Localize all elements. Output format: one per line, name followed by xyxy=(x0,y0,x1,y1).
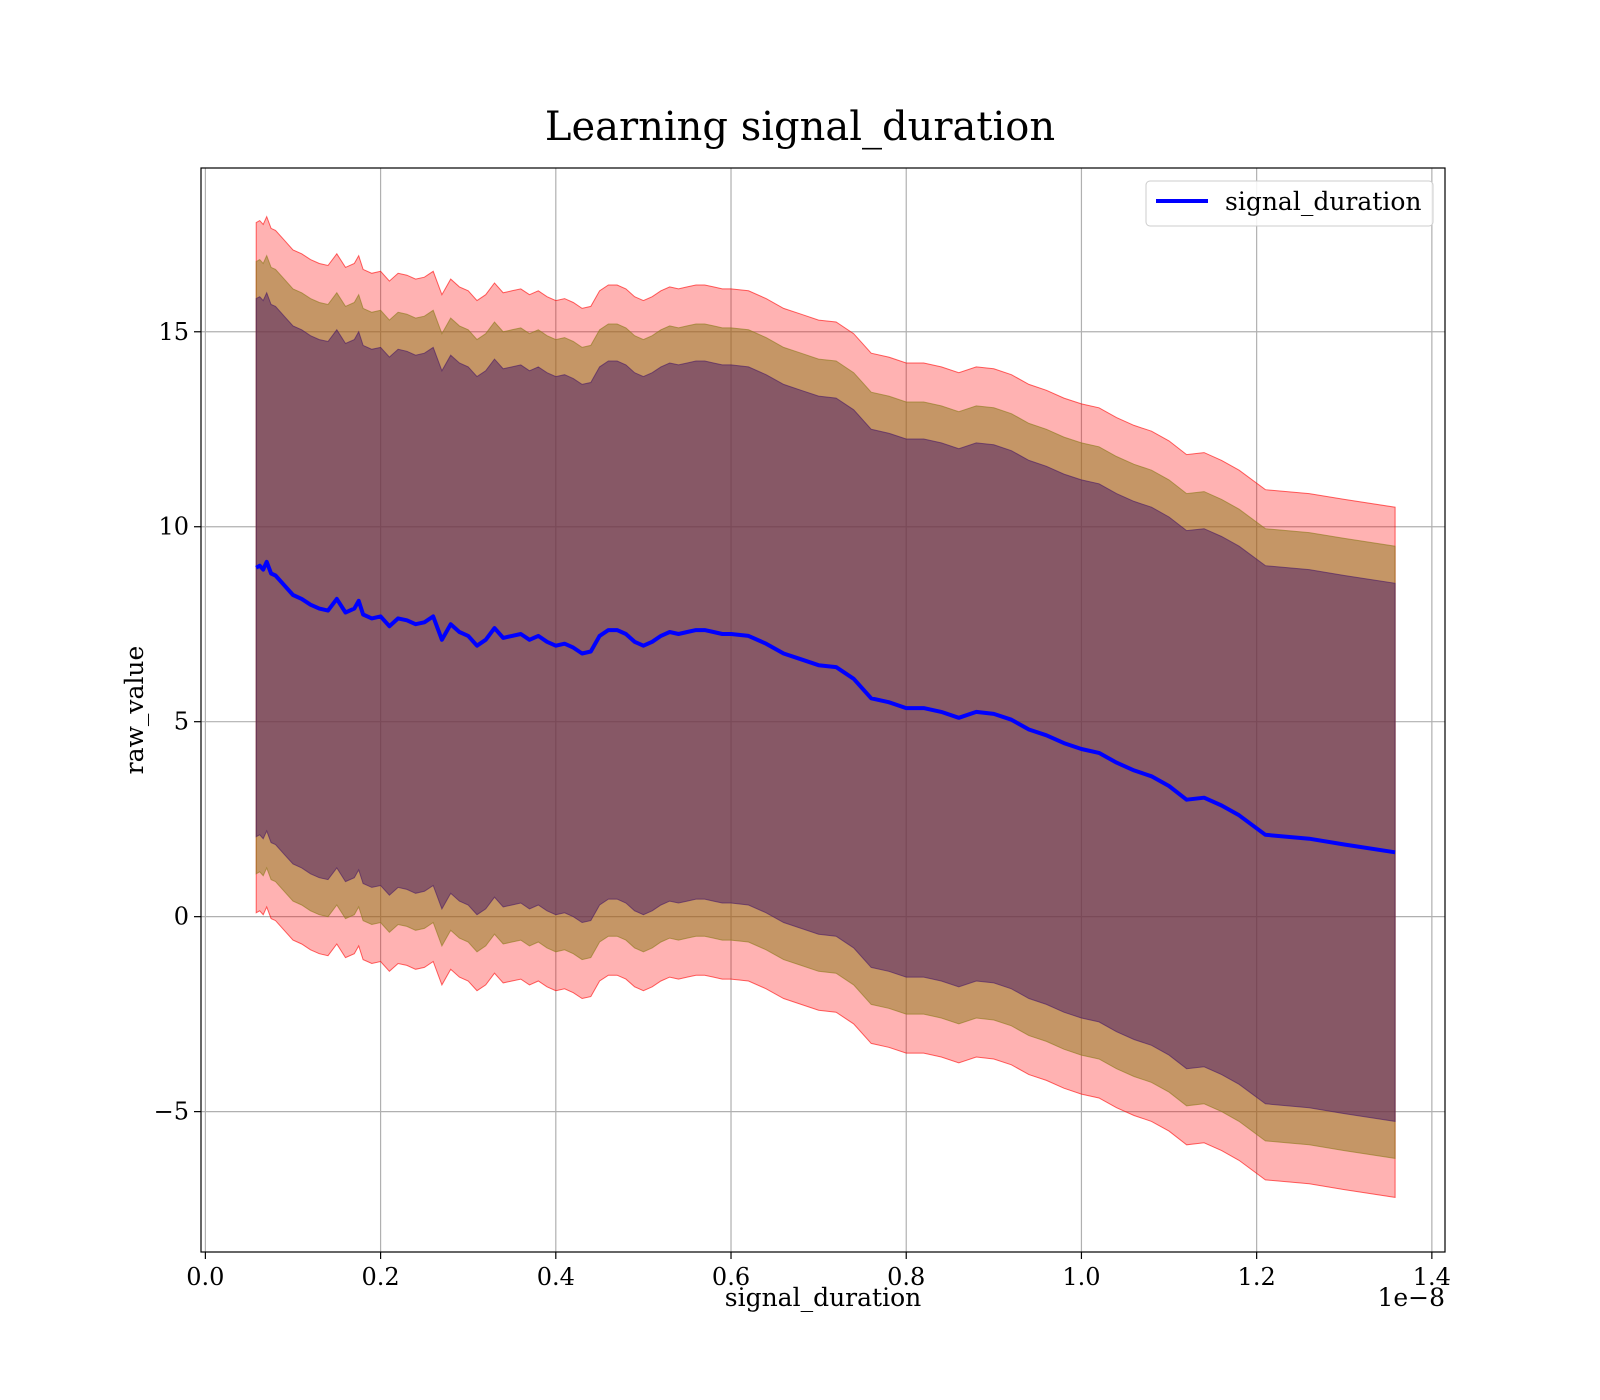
y-axis-label: raw_value xyxy=(120,646,149,775)
y-tick-label: 10 xyxy=(158,513,189,541)
series-lines xyxy=(255,559,1396,855)
x-tick-label: 1.0 xyxy=(1062,1263,1100,1291)
confidence-bands xyxy=(255,215,1396,1198)
inner-band xyxy=(255,291,1396,1122)
y-tick-label: 5 xyxy=(174,708,189,736)
x-axis-offset-label: 1e−8 xyxy=(1377,1283,1445,1312)
x-tick-label: 0.4 xyxy=(537,1263,575,1291)
legend: signal_duration xyxy=(1145,180,1434,227)
x-tick-label: 0.6 xyxy=(712,1263,750,1291)
series-line-signal-duration xyxy=(255,559,1396,855)
x-tick-label: 1.2 xyxy=(1238,1263,1276,1291)
x-tick-label: 1.4 xyxy=(1413,1263,1451,1291)
x-tick-label: 0.2 xyxy=(362,1263,400,1291)
y-axis-ticks: −5 0 5 10 15 xyxy=(154,318,201,1126)
chart-title: Learning signal_duration xyxy=(545,104,1055,150)
x-axis-ticks: 0.0 0.2 0.4 0.6 0.8 1.0 1.2 1.4 xyxy=(186,1252,1451,1291)
legend-label: signal_duration xyxy=(1225,187,1421,216)
legend-box xyxy=(1145,180,1434,227)
x-tick-label: 0.8 xyxy=(887,1263,925,1291)
y-tick-label: −5 xyxy=(154,1098,189,1126)
y-tick-label: 15 xyxy=(158,318,189,346)
y-tick-label: 0 xyxy=(174,903,189,931)
plot-frame xyxy=(200,167,1446,1253)
x-axis-label: signal_duration xyxy=(725,1283,921,1312)
x-tick-label: 0.0 xyxy=(186,1263,224,1291)
